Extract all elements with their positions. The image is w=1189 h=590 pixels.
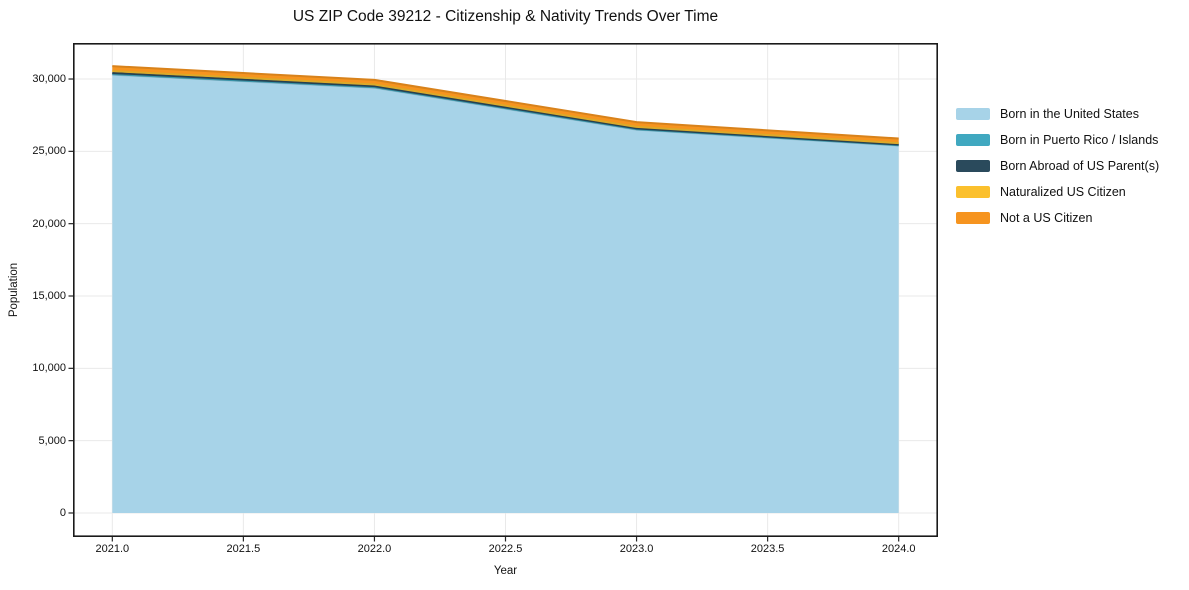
x-tick-label: 2024.0 bbox=[881, 543, 916, 555]
y-tick-label: 0 bbox=[59, 506, 66, 519]
y-tick-label: 30,000 bbox=[32, 73, 66, 86]
area-band bbox=[112, 66, 899, 144]
legend-swatch bbox=[956, 108, 990, 120]
x-tick-label: 2022.5 bbox=[488, 543, 523, 555]
legend-label: Born in Puerto Rico / Islands bbox=[1000, 133, 1159, 147]
legend-item: Born in the United States bbox=[956, 101, 1159, 127]
legend-item: Born Abroad of US Parent(s) bbox=[956, 153, 1159, 179]
legend-item: Born in Puerto Rico / Islands bbox=[956, 127, 1159, 153]
area-edge-line bbox=[112, 70, 899, 145]
legend-label: Not a US Citizen bbox=[1000, 211, 1093, 225]
x-tick-label: 2021.5 bbox=[226, 543, 261, 555]
legend-item: Naturalized US Citizen bbox=[956, 179, 1159, 205]
x-tick-label: 2022.0 bbox=[357, 543, 392, 555]
y-tick-label: 20,000 bbox=[32, 217, 66, 230]
y-tick-label: 25,000 bbox=[32, 145, 66, 158]
chart-title: US ZIP Code 39212 - Citizenship & Nativi… bbox=[292, 8, 719, 25]
legend-label: Naturalized US Citizen bbox=[1000, 185, 1126, 199]
y-tick-label: 5,000 bbox=[38, 434, 66, 447]
y-tick-label: 10,000 bbox=[32, 362, 66, 375]
legend-swatch bbox=[956, 186, 990, 198]
y-tick-label: 15,000 bbox=[32, 290, 66, 302]
x-tick-label: 2023.5 bbox=[750, 543, 785, 555]
x-tick-label: 2023.0 bbox=[619, 543, 654, 555]
legend-label: Born in the United States bbox=[1000, 107, 1139, 121]
legend-item: Not a US Citizen bbox=[956, 205, 1159, 231]
legend-swatch bbox=[956, 212, 990, 224]
area-edge-line bbox=[112, 71, 899, 146]
legend-label: Born Abroad of US Parent(s) bbox=[1000, 159, 1160, 173]
x-axis-label: Year bbox=[493, 565, 518, 577]
legend-swatch bbox=[956, 160, 990, 172]
plot-area bbox=[68, 43, 939, 542]
x-tick-label: 2021.0 bbox=[95, 543, 130, 555]
legend-swatch bbox=[956, 134, 990, 146]
area-edge-line bbox=[112, 65, 899, 140]
legend: Born in the United States Born in Puerto … bbox=[956, 101, 1159, 231]
plot-frame bbox=[73, 43, 939, 537]
area-band bbox=[112, 74, 899, 513]
